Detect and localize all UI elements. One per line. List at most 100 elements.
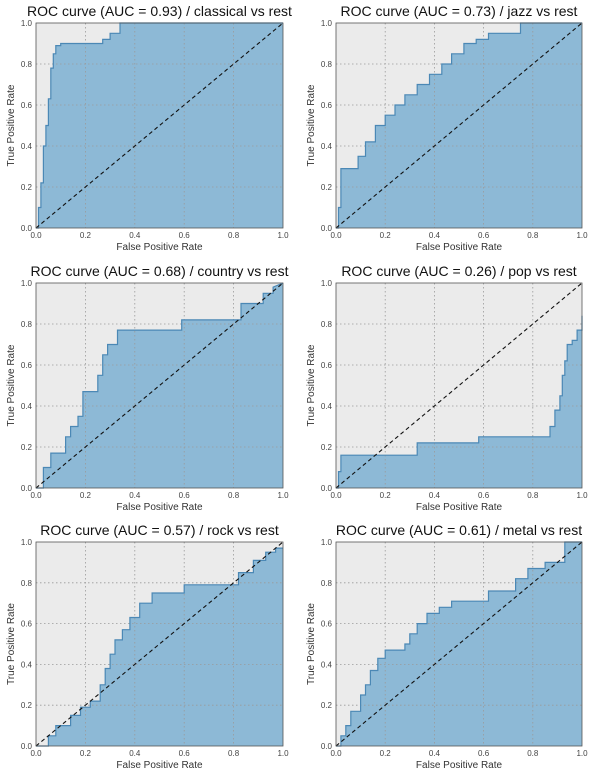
x-tick-label: 1.0: [277, 749, 289, 758]
x-tick-label: 1.0: [277, 231, 289, 240]
x-tick-label: 0.4: [429, 491, 441, 500]
y-tick-label: 0.4: [21, 142, 33, 151]
plot-frame: [335, 282, 583, 489]
y-tick-label: 0.4: [21, 402, 33, 411]
x-tick-label: 0.8: [228, 491, 240, 500]
y-tick-label: 0.0: [321, 484, 333, 493]
y-tick-label: 0.0: [321, 742, 333, 751]
x-axis-label: False Positive Rate: [416, 502, 503, 513]
x-axis-label: False Positive Rate: [416, 760, 503, 771]
x-tick-label: 0.0: [330, 749, 342, 758]
y-tick-label: 1.0: [21, 279, 33, 288]
x-tick-label: 0.2: [380, 749, 392, 758]
roc-panel-4: 0.0 0.2 0.4 0.6 0.8 1.0 0.0 0.2 0.4 0.6 0.8 1.0 ROC …: [306, 263, 588, 513]
x-tick-label: 0.4: [429, 231, 441, 240]
chance-diagonal: [335, 282, 583, 489]
roc-area: [336, 315, 582, 488]
y-tick-label: 0.2: [321, 443, 333, 452]
y-tick-label: 1.0: [21, 538, 33, 547]
y-tick-label: 0.0: [321, 224, 333, 233]
chance-diagonal: [35, 22, 284, 229]
y-tick-label: 0.8: [21, 320, 33, 329]
plot-frame: [335, 22, 583, 229]
y-tick-label: 1.0: [21, 19, 33, 28]
chance-diagonal: [335, 22, 583, 229]
panel-title: ROC curve (AUC = 0.26) / pop vs rest: [341, 263, 576, 279]
roc-curve-line: [336, 315, 583, 489]
x-tick-label: 0.0: [30, 491, 42, 500]
x-axis-label: False Positive Rate: [416, 242, 503, 253]
roc-curve-line: [36, 22, 283, 229]
y-tick-label: 0.6: [321, 361, 333, 370]
panel-title: ROC curve (AUC = 0.61) / metal vs rest: [336, 522, 582, 538]
x-tick-label: 0.6: [179, 749, 191, 758]
chance-diagonal: [335, 541, 583, 747]
y-tick-label: 0.0: [21, 742, 33, 751]
y-tick-label: 0.6: [21, 101, 33, 110]
y-tick-label: 0.2: [21, 701, 33, 710]
x-tick-label: 0.0: [30, 749, 42, 758]
roc-panel-1: 0.0 0.2 0.4 0.6 0.8 1.00.00.20.40.60.81.0ROC …: [6, 3, 292, 253]
y-tick-label: 1.0: [321, 538, 333, 547]
roc-panel-5: 0.0 0.2 0.4 0.6 0.8 1.0 0.0 0.2 0.4 0.6 0.8 1.0 ROC …: [6, 522, 289, 771]
y-tick-label: 0.6: [321, 101, 333, 110]
x-axis-label: False Positive Rate: [116, 502, 203, 513]
x-tick-label: 0.0: [330, 231, 342, 240]
y-tick-label: 0.8: [321, 579, 333, 588]
y-tick-label: 0.4: [321, 660, 333, 669]
y-tick-label: 0.2: [321, 701, 333, 710]
chance-diagonal: [35, 541, 284, 747]
y-axis-label: True Positive Rate: [6, 603, 17, 685]
roc-curve-line: [336, 541, 582, 747]
x-tick-label: 0.8: [527, 491, 539, 500]
x-tick-label: 0.2: [80, 231, 92, 240]
x-tick-label: 1.0: [576, 749, 588, 758]
y-axis-label: True Positive Rate: [306, 344, 317, 426]
x-tick-label: 0.4: [129, 491, 141, 500]
y-tick-label: 0.6: [321, 620, 333, 629]
y-tick-label: 0.4: [321, 402, 333, 411]
panel-title: ROC curve (AUC = 0.57) / rock vs rest: [40, 522, 279, 538]
x-tick-label: 0.2: [380, 491, 392, 500]
y-axis-label: True Positive Rate: [306, 603, 317, 685]
roc-area: [36, 548, 283, 746]
x-tick-label: 0.4: [429, 749, 441, 758]
y-axis-label: True Positive Rate: [306, 84, 317, 166]
y-tick-label: 0.8: [321, 60, 333, 69]
roc-curve-line: [36, 282, 284, 489]
roc-panel-6: 0.0 0.2 0.4 0.6 0.8 1.00.00.20.40.60.81.0ROC …: [306, 522, 588, 771]
x-tick-label: 1.0: [277, 491, 289, 500]
x-tick-label: 0.8: [527, 749, 539, 758]
x-tick-label: 0.8: [527, 231, 539, 240]
plot-frame: [335, 541, 583, 747]
x-tick-label: 0.6: [478, 749, 490, 758]
x-tick-label: 0.0: [330, 491, 342, 500]
x-tick-label: 0.6: [478, 231, 490, 240]
x-tick-label: 0.6: [478, 491, 490, 500]
y-tick-label: 0.8: [21, 579, 33, 588]
plot-frame: [35, 541, 284, 747]
y-tick-label: 0.2: [21, 443, 33, 452]
plot-frame: [35, 22, 284, 229]
x-tick-label: 0.8: [228, 749, 240, 758]
x-axis-label: False Positive Rate: [116, 242, 203, 253]
y-tick-label: 0.6: [21, 620, 33, 629]
panel-title: ROC curve (AUC = 0.73) / jazz vs rest: [341, 3, 578, 19]
x-tick-label: 0.6: [179, 491, 191, 500]
y-tick-label: 1.0: [321, 279, 333, 288]
y-tick-label: 1.0: [321, 19, 333, 28]
roc-curve-line: [36, 547, 283, 747]
x-axis-label: False Positive Rate: [116, 760, 203, 771]
y-tick-label: 0.8: [321, 320, 333, 329]
x-tick-label: 0.4: [129, 749, 141, 758]
x-tick-label: 0.2: [80, 749, 92, 758]
roc-curve-line: [336, 22, 582, 229]
x-tick-label: 1.0: [576, 231, 588, 240]
y-tick-label: 0.2: [321, 183, 333, 192]
y-axis-label: True Positive Rate: [6, 344, 17, 426]
roc-panel-2: 0.0 0.2 0.4 0.6 0.8 1.0 0.0 0.2 0.4 0.6 0.8 1.0 ROC …: [306, 3, 588, 253]
x-tick-label: 0.2: [380, 231, 392, 240]
y-axis-label: True Positive Rate: [6, 84, 17, 166]
roc-panel-3: 0.0 0.2 0.4 0.6 0.8 1.00.00.20.40.60.81.0ROC …: [6, 263, 289, 513]
